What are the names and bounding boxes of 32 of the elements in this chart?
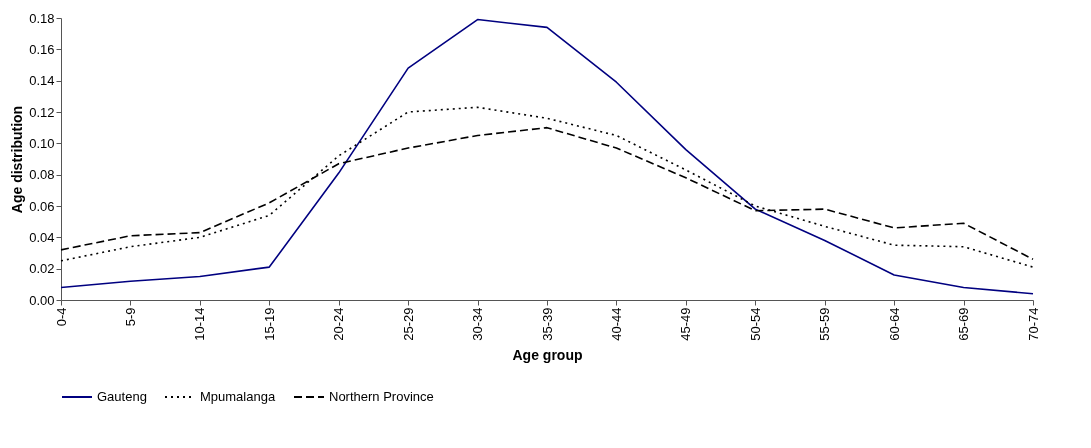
x-tick-label: 15-19 [261,307,277,341]
y-tick-label: 0.08 [29,167,55,183]
y-axis-title: Age distribution [9,105,26,214]
y-tick-label: 0.18 [29,10,55,26]
y-tick-label: 0.12 [29,104,55,120]
x-tick-label: 10-14 [192,307,208,341]
x-tick-label: 0-4 [53,307,69,327]
x-tick-label: 50-54 [747,307,763,341]
y-tick-label: 0.06 [29,198,55,214]
legend-label: Northern Province [329,389,434,404]
y-tick-label: 0.16 [29,41,55,57]
line-series [60,106,1034,268]
x-tick-label: 20-24 [331,307,347,341]
x-axis-title: Age group [512,346,583,363]
x-tick-label: 55-59 [817,307,833,341]
x-tick-label: 65-69 [956,307,972,341]
x-tick-label: 45-49 [678,307,694,341]
x-tick-label: 30-34 [470,307,486,341]
y-tick-label: 0.02 [29,261,55,277]
x-tick-label: 25-29 [400,307,416,341]
x-tick-label: 70-74 [1025,307,1041,341]
x-tick-label: 35-39 [539,307,555,341]
legend-label: Gauteng [97,389,147,404]
y-tick-label: 0.10 [29,135,55,151]
legend-label: Mpumalanga [200,389,276,404]
y-tick-label: 0.00 [29,292,55,308]
y-tick-label: 0.14 [29,73,55,89]
y-tick-label: 0.04 [29,229,55,245]
line-series [60,18,1034,295]
x-tick-label: 5-9 [122,307,138,327]
x-tick-label: 60-64 [886,307,902,341]
x-tick-label: 40-44 [608,307,624,341]
